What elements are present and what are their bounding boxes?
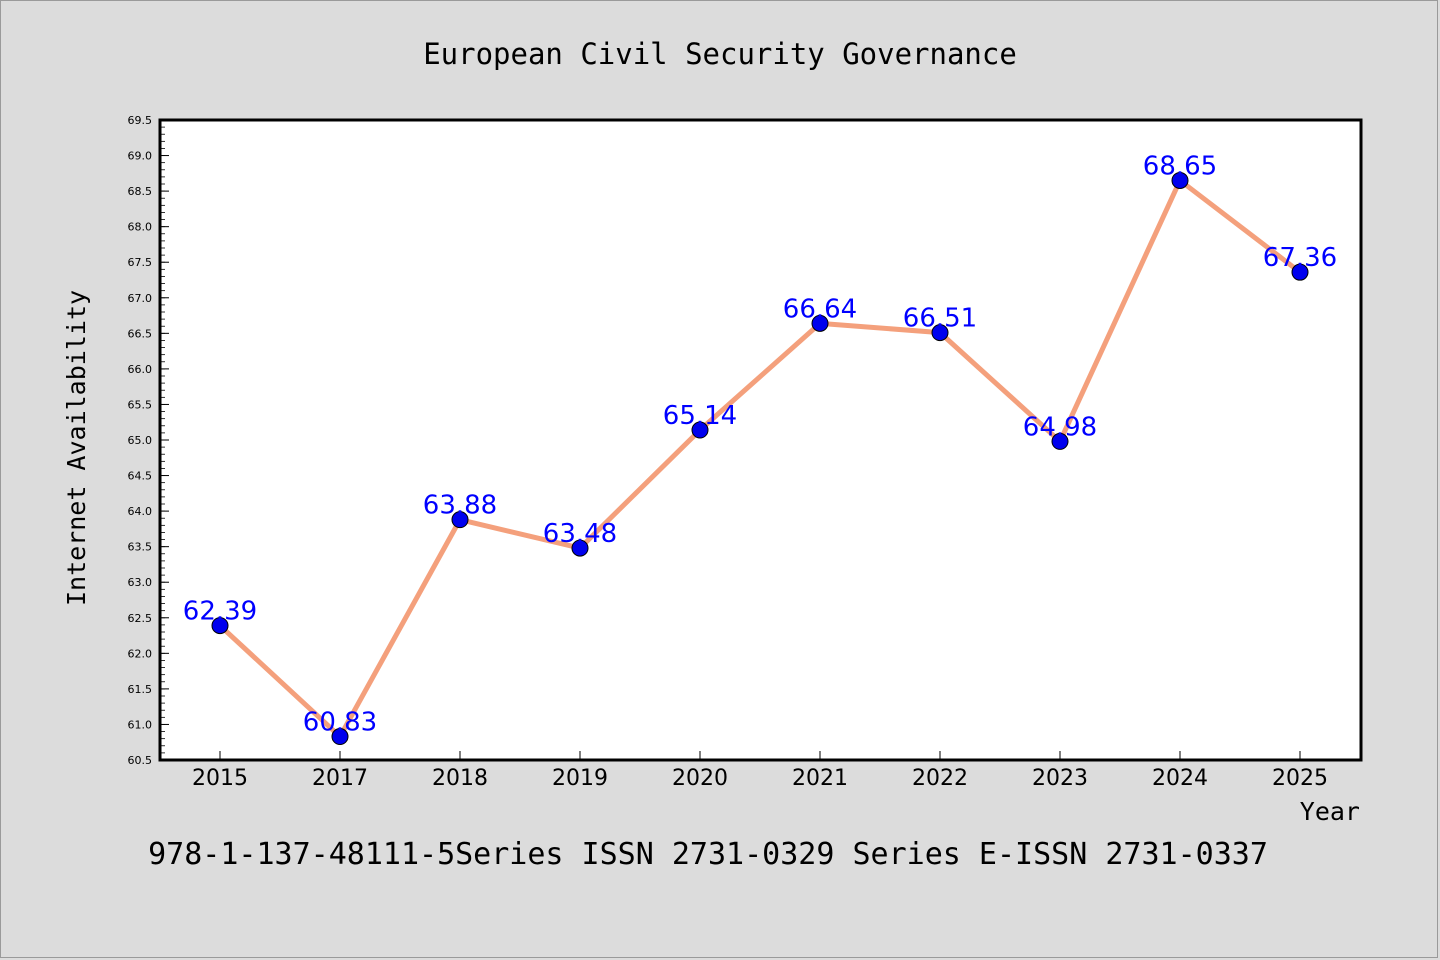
data-point-2024 (1171, 171, 1189, 189)
data-point-2020 (691, 421, 709, 439)
y-tick-label: 62.5 (128, 612, 153, 625)
y-axis: 60.5 61.0 61.5 62.0 62.5 63.0 63.5 64.0 64.5 65.0… (128, 114, 169, 767)
y-tick-label: 67.5 (128, 256, 153, 269)
data-label-2022: 66.51 (903, 304, 977, 334)
data-point-2021 (811, 314, 829, 332)
y-tick-label: 63.0 (128, 576, 153, 589)
x-tick-label: 2021 (792, 766, 848, 791)
y-tick-label: 61.5 (128, 683, 153, 696)
chart-title: European Civil Security Governance (423, 37, 1017, 71)
x-tick-label: 2017 (312, 766, 368, 791)
y-tick-label: 68.0 (128, 221, 153, 234)
y-tick-label: 66.0 (128, 363, 153, 376)
data-label-2015: 62.39 (183, 597, 257, 627)
data-label-2025: 67.36 (1263, 243, 1337, 273)
y-tick-label: 62.0 (128, 647, 153, 660)
x-tick-label: 2015 (192, 766, 248, 791)
y-tick-label: 69.5 (128, 114, 153, 127)
data-label-2023: 64.98 (1023, 412, 1097, 442)
x-tick-label: 2019 (552, 766, 608, 791)
x-axis-label: Year (1300, 797, 1360, 826)
data-point-2023 (1051, 432, 1069, 450)
x-tick-label: 2024 (1152, 766, 1208, 791)
y-tick-label: 63.5 (128, 541, 153, 554)
footer-isbn-text: 978-1-137-48111-5Series ISSN 2731-0329 S… (148, 837, 1268, 872)
y-tick-label: 69.0 (128, 150, 153, 163)
data-point-2017 (331, 728, 349, 746)
y-tick-label: 66.5 (128, 327, 153, 340)
data-label-2024: 68.65 (1143, 151, 1217, 181)
y-tick-label: 68.5 (128, 185, 153, 198)
y-tick-label: 61.0 (128, 718, 153, 731)
x-tick-label: 2025 (1272, 766, 1328, 791)
y-axis-label: Internet Availability (62, 290, 91, 606)
y-tick-label: 65.0 (128, 434, 153, 447)
x-axis: 2015 2017 2018 2019 2020 2021 2022 2023 2024 2025 (192, 751, 1328, 791)
data-point-2018 (451, 511, 469, 529)
y-tick-label: 65.5 (128, 398, 153, 411)
data-point-2022 (931, 324, 949, 342)
data-label-2020: 65.14 (663, 401, 737, 431)
plot-area (158, 118, 1363, 762)
data-label-2017: 60.83 (303, 708, 377, 738)
series-line (218, 177, 1302, 740)
x-tick-label: 2023 (1032, 766, 1088, 791)
data-label-2018: 63.88 (423, 491, 497, 521)
data-point-2019 (571, 539, 589, 557)
x-tick-label: 2022 (912, 766, 968, 791)
data-label-2019: 63.48 (543, 519, 617, 549)
y-tick-label: 67.0 (128, 292, 153, 305)
y-tick-label: 64.0 (128, 505, 153, 518)
y-tick-label: 64.5 (128, 470, 153, 483)
data-label-2021: 66.64 (783, 294, 857, 324)
series-layer: 62.39 60.83 63.88 63.48 65.14 66.64 66.51 64.98… (183, 151, 1337, 746)
data-point-2025 (1291, 263, 1309, 281)
data-point-2015 (211, 617, 229, 635)
x-tick-label: 2020 (672, 766, 728, 791)
y-tick-label: 60.5 (128, 754, 153, 767)
x-tick-label: 2018 (432, 766, 488, 791)
